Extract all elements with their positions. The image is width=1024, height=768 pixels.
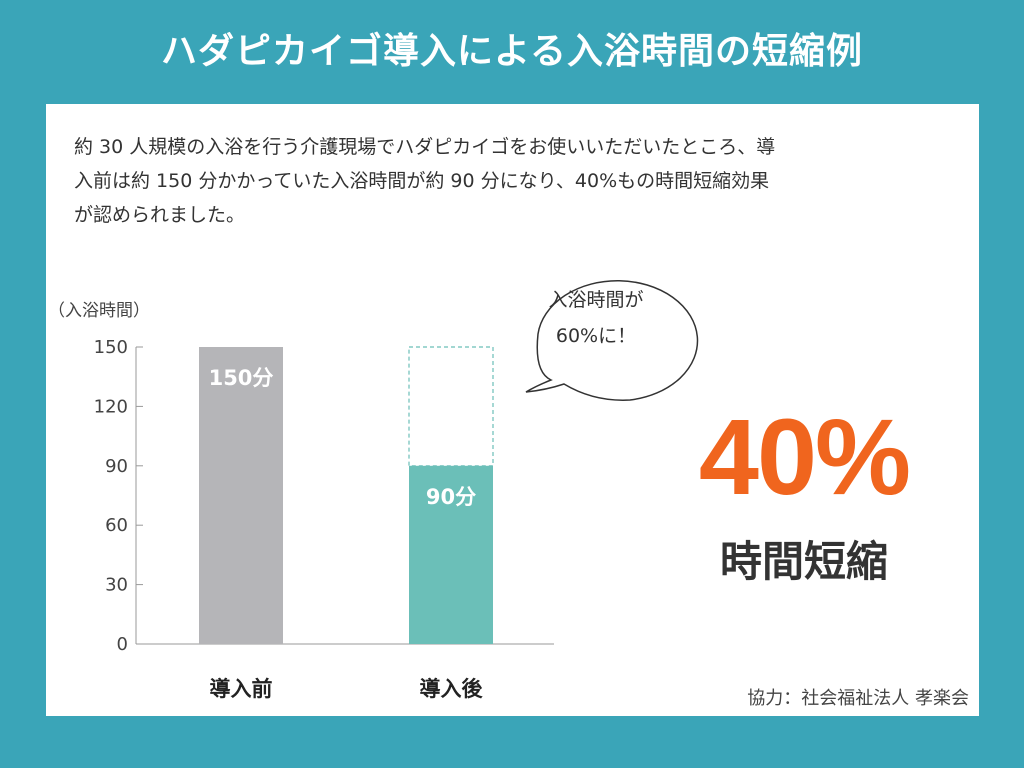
speech-bubble bbox=[525, 280, 699, 401]
bubble-line-2: 60%に！ bbox=[555, 325, 637, 347]
reduction-label: 時間短縮 bbox=[719, 537, 888, 586]
bar-chart: （入浴時間） 0 30 60 90 120 150 150分 90分 導入前 導入後 bbox=[48, 280, 699, 701]
bar-data-label: 150分 bbox=[209, 366, 274, 390]
y-tick-label: 30 bbox=[105, 575, 128, 596]
y-tick-label: 0 bbox=[117, 634, 128, 655]
y-tick-label: 90 bbox=[105, 456, 128, 477]
y-axis-label: （入浴時間） bbox=[48, 301, 150, 321]
reference-outline-group bbox=[408, 346, 494, 467]
y-tick-label: 120 bbox=[94, 396, 128, 417]
bar-before bbox=[199, 347, 283, 644]
bars-group: 150分 90分 bbox=[199, 347, 493, 644]
credit-text: 協力：社会福祉法人 孝楽会 bbox=[747, 688, 969, 709]
category-labels: 導入前 導入後 bbox=[210, 677, 484, 701]
reduction-percent: 40% bbox=[698, 396, 911, 517]
intro-text: 約 30 人規模の入浴を行う介護現場でハダピカイゴをお使いいただいたところ、導 … bbox=[74, 136, 776, 226]
bar-data-label: 90分 bbox=[426, 485, 476, 509]
y-axis-ticks: 0 30 60 90 120 150 bbox=[94, 337, 143, 655]
content-panel: 約 30 人規模の入浴を行う介護現場でハダピカイゴをお使いいただいたところ、導 … bbox=[46, 104, 979, 716]
category-label: 導入後 bbox=[420, 677, 484, 701]
bubble-line-1: 入浴時間が bbox=[548, 289, 644, 311]
y-tick-label: 150 bbox=[94, 337, 128, 358]
category-label: 導入前 bbox=[210, 677, 273, 701]
bubble-text: 入浴時間が 60%に！ bbox=[526, 282, 666, 354]
reference-outline bbox=[408, 346, 494, 467]
y-tick-label: 60 bbox=[105, 515, 128, 536]
bar-after bbox=[409, 465, 493, 644]
page-title: ハダピカイゴ導入による入浴時間の短縮例 bbox=[161, 31, 863, 72]
